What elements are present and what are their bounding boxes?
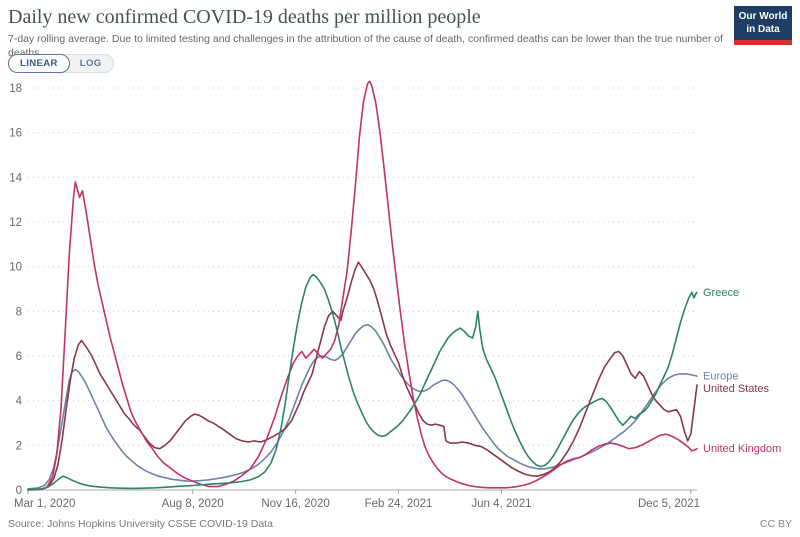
- y-tick-label: 2: [16, 440, 22, 452]
- gridlines: [28, 87, 697, 491]
- owid-logo-line1: Our World: [738, 11, 788, 22]
- y-tick-label: 12: [9, 217, 22, 229]
- owid-logo[interactable]: Our World in Data: [734, 6, 792, 45]
- scale-toggle[interactable]: LINEAR LOG: [8, 54, 114, 73]
- y-tick-label: 18: [9, 83, 22, 95]
- y-tick-label: 14: [9, 172, 22, 184]
- axes: 0 2 4 6 8 10 12 14 16 18 Mar 1, 2020 Aug 8, 2020 Nov…: [9, 83, 700, 510]
- y-tick-label: 16: [9, 128, 22, 140]
- license-link[interactable]: CC BY: [759, 518, 792, 530]
- series-line-united-kingdom: [27, 80, 698, 491]
- y-tick-label: 6: [16, 351, 22, 363]
- chart-title: Daily new confirmed COVID-19 deaths per …: [8, 6, 481, 28]
- series-label-united-kingdom: United Kingdom: [703, 443, 781, 455]
- x-tick-label: Feb 24, 2021: [365, 498, 433, 510]
- y-tick-label: 0: [16, 485, 22, 497]
- y-tick-label: 10: [9, 262, 22, 274]
- x-tick-label: Aug 8, 2020: [162, 498, 224, 510]
- owid-logo-line2: in Data: [746, 23, 780, 35]
- x-tick-label: Nov 16, 2020: [261, 498, 329, 510]
- series-label-europe: Europe: [703, 371, 738, 383]
- x-tick-label: Jun 4, 2021: [471, 498, 531, 510]
- linear-button[interactable]: LINEAR: [8, 54, 70, 73]
- series-line-united-states: [27, 261, 698, 491]
- y-tick-label: 4: [16, 396, 23, 408]
- series-line-greece: [27, 273, 698, 491]
- source-link[interactable]: Source: Johns Hopkins University CSSE CO…: [8, 518, 273, 530]
- series-label-united-states: United States: [703, 383, 770, 395]
- series-line-europe: [27, 323, 698, 490]
- chart-header: Daily new confirmed COVID-19 deaths per …: [8, 6, 730, 60]
- x-tick-label: Mar 1, 2020: [14, 498, 75, 510]
- x-tick-label: Dec 5, 2021: [638, 498, 700, 510]
- series-lines: [27, 80, 698, 491]
- y-tick-label: 8: [16, 306, 22, 318]
- series-label-greece: Greece: [703, 287, 739, 299]
- log-button[interactable]: LOG: [79, 58, 102, 69]
- chart-subtitle: 7-day rolling average. Due to limited te…: [8, 33, 724, 59]
